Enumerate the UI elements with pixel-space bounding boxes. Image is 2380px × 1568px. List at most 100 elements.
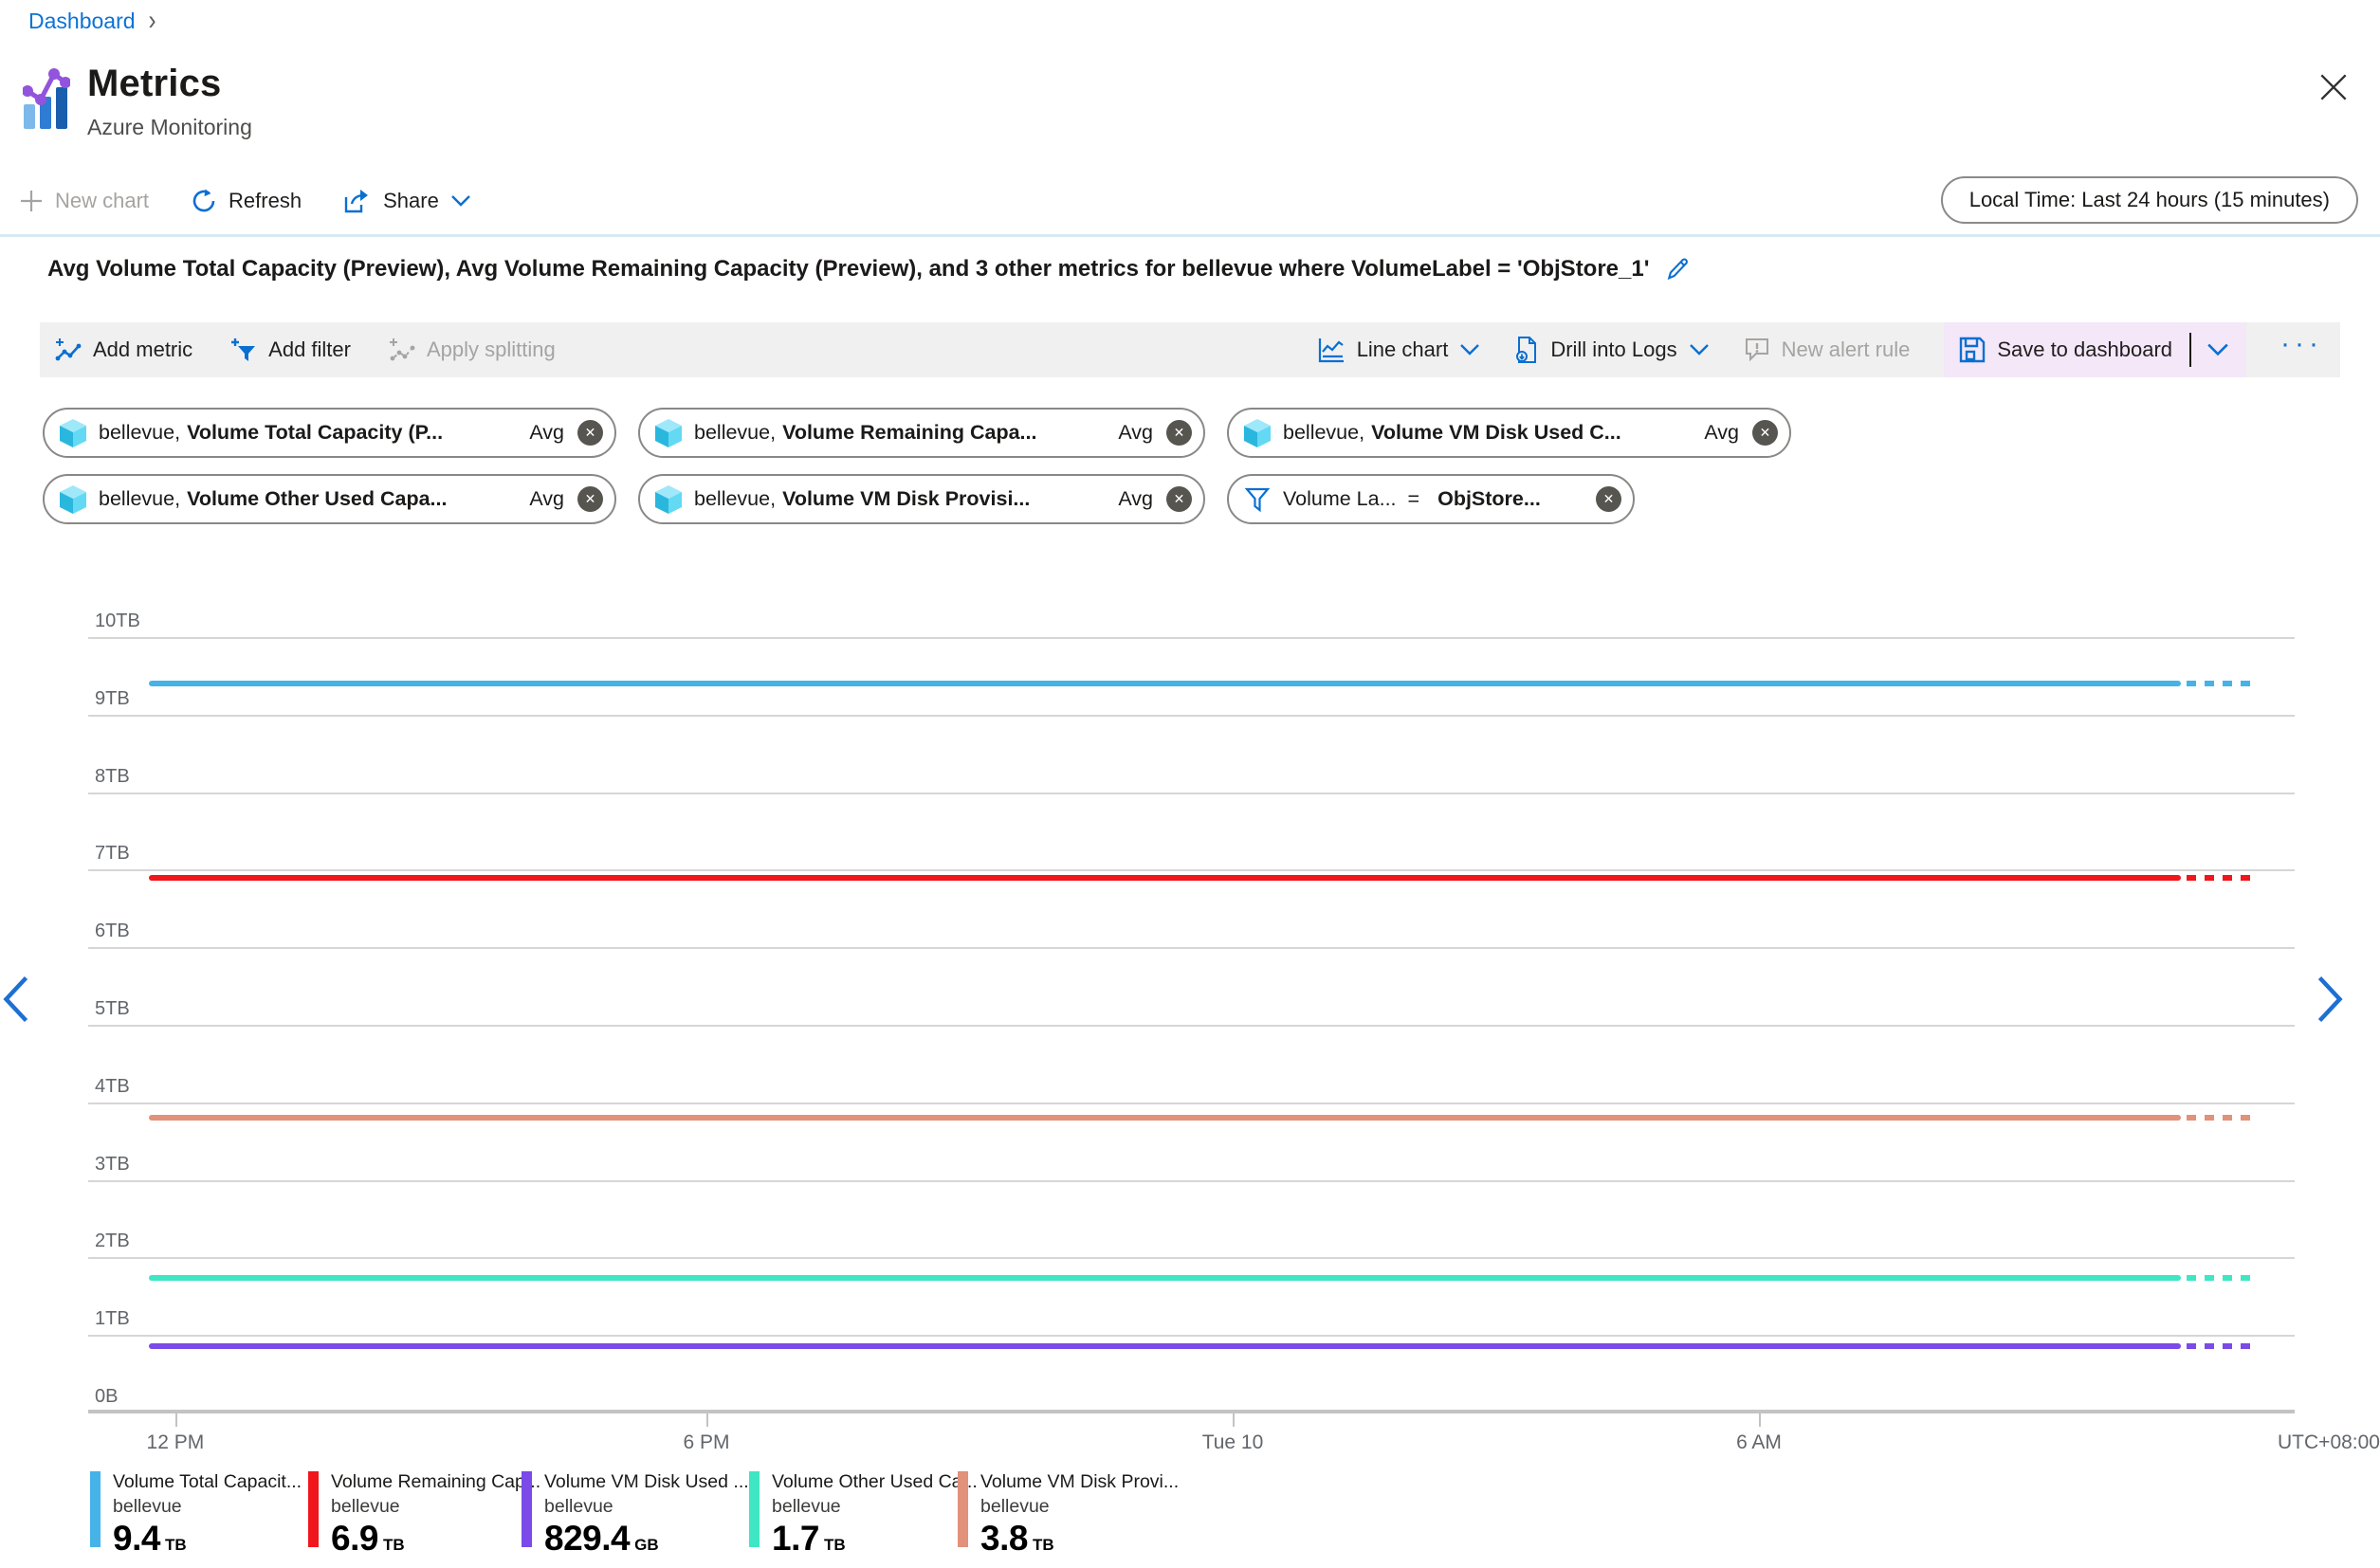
drill-into-logs-button[interactable]: Drill into Logs xyxy=(1514,336,1709,364)
chart-toolbar: Add metric Add filter Apply splitting xyxy=(40,322,2340,377)
breadcrumb: Dashboard › xyxy=(28,5,156,37)
legend-resource-name: bellevue xyxy=(772,1496,841,1517)
chart-title-row: Avg Volume Total Capacity (Preview), Avg… xyxy=(47,256,1691,283)
legend-value: 1.7 TB xyxy=(772,1519,978,1559)
new-chart-label: New chart xyxy=(55,189,150,212)
remove-pill-button[interactable]: ✕ xyxy=(1752,420,1778,446)
breadcrumb-dashboard-link[interactable]: Dashboard xyxy=(28,8,136,33)
metric-pill[interactable]: bellevue, Volume Total Capacity (P... Avg ✕ xyxy=(43,408,616,458)
legend-text: Volume VM Disk Used ... bellevue 829.4 GB xyxy=(544,1471,749,1559)
x-axis-line xyxy=(88,1410,2295,1413)
y-axis-label: 7TB xyxy=(95,843,130,865)
legend-metric-name: Volume Remaining Cap... xyxy=(331,1471,541,1492)
metrics-logo-icon xyxy=(23,68,70,129)
x-axis-label: Tue 10 xyxy=(1201,1431,1264,1453)
save-split-divider xyxy=(2189,333,2192,367)
close-icon xyxy=(2320,74,2347,100)
series-line xyxy=(149,1274,2181,1281)
legend-value-unit: TB xyxy=(823,1536,846,1554)
legend-item[interactable]: Volume Total Capacit... bellevue 9.4 TB xyxy=(90,1471,308,1559)
series-line-dashed xyxy=(2187,1115,2259,1121)
resource-cube-icon xyxy=(655,418,682,447)
edit-title-button[interactable] xyxy=(1664,256,1691,283)
pill-metric-label: Volume Total Capacity (P... xyxy=(187,421,444,444)
gridline xyxy=(88,869,2295,872)
pill-resource-label: bellevue, xyxy=(99,421,181,444)
add-metric-label: Add metric xyxy=(93,337,193,361)
time-range-button[interactable]: Local Time: Last 24 hours (15 minutes) xyxy=(1940,176,2358,224)
pill-aggregation-label: Avg xyxy=(1118,487,1153,510)
add-filter-icon xyxy=(231,338,256,361)
pill-row: bellevue, Volume Other Used Capa... Avg ✕ be… xyxy=(43,474,1791,524)
metric-pill[interactable]: bellevue, Volume VM Disk Provisi... Avg ✕ xyxy=(638,474,1205,524)
legend-item[interactable]: Volume Remaining Cap... bellevue 6.9 TB xyxy=(308,1471,540,1559)
pill-aggregation-label: Avg xyxy=(1118,421,1153,444)
chevron-down-icon xyxy=(1689,344,1709,356)
metric-pill[interactable]: bellevue, Volume Remaining Capa... Avg ✕ xyxy=(638,408,1205,458)
y-axis-label: 10TB xyxy=(95,611,140,631)
chart-legend: Volume Total Capacit... bellevue 9.4 TB Volu… xyxy=(90,1471,1179,1559)
add-metric-button[interactable]: Add metric xyxy=(55,337,192,363)
save-to-dashboard-group: Save to dashboard xyxy=(1944,322,2247,377)
legend-item[interactable]: Volume Other Used Ca... bellevue 1.7 TB xyxy=(749,1471,978,1559)
filter-pill[interactable]: Volume La... = ObjStore... ✕ xyxy=(1227,474,1635,524)
drill-into-logs-icon xyxy=(1516,337,1537,363)
apply-splitting-button[interactable]: Apply splitting xyxy=(389,337,556,363)
filter-operator: = xyxy=(1407,487,1420,510)
chevron-down-icon xyxy=(1460,344,1480,356)
more-options-button[interactable]: ··· xyxy=(2280,330,2323,365)
add-filter-button[interactable]: Add filter xyxy=(230,337,351,363)
save-options-button[interactable] xyxy=(2206,342,2229,357)
previous-chart-arrow[interactable] xyxy=(2,973,44,1026)
pill-metric-label: Volume Other Used Capa... xyxy=(187,487,448,510)
gridline xyxy=(88,947,2295,950)
x-axis-label: 6 AM xyxy=(1736,1431,1782,1453)
next-chart-arrow[interactable] xyxy=(2316,973,2357,1026)
close-button[interactable] xyxy=(2316,68,2353,106)
add-metric-icon xyxy=(55,338,82,361)
y-axis-label: 8TB xyxy=(95,765,130,787)
pill-resource-label: bellevue, xyxy=(99,487,181,510)
remove-pill-button[interactable]: ✕ xyxy=(1596,486,1621,512)
metric-pill[interactable]: bellevue, Volume Other Used Capa... Avg ✕ xyxy=(43,474,616,524)
legend-value-unit: TB xyxy=(382,1536,405,1554)
chart-plot[interactable]: 10TB 9TB 8TB 7TB 6TB 5TB 4TB 3TB 2TB 1TB 0B 12 PM 6 … xyxy=(88,611,2380,1453)
x-axis-tick xyxy=(174,1413,177,1427)
pill-aggregation-label: Avg xyxy=(529,421,564,444)
remove-pill-button[interactable]: ✕ xyxy=(1166,486,1192,512)
series-line-dashed xyxy=(2187,681,2259,687)
pill-aggregation-label: Avg xyxy=(529,487,564,510)
metric-pill[interactable]: bellevue, Volume VM Disk Used C... Avg ✕ xyxy=(1227,408,1791,458)
page-subtitle: Azure Monitoring xyxy=(87,115,252,139)
series-line xyxy=(149,1115,2181,1121)
legend-item[interactable]: Volume VM Disk Provi... bellevue 3.8 TB xyxy=(958,1471,1179,1559)
chart-type-button[interactable]: Line chart xyxy=(1317,337,1481,363)
legend-resource-name: bellevue xyxy=(980,1496,1050,1517)
new-alert-rule-button[interactable]: New alert rule xyxy=(1744,337,1910,363)
remove-pill-button[interactable]: ✕ xyxy=(577,420,603,446)
y-axis-label: 5TB xyxy=(95,998,130,1019)
add-filter-label: Add filter xyxy=(268,337,351,361)
resource-cube-icon xyxy=(60,484,86,514)
y-axis-label: 6TB xyxy=(95,921,130,942)
refresh-icon xyxy=(192,189,215,212)
refresh-button[interactable]: Refresh xyxy=(191,188,302,214)
legend-color-bar xyxy=(749,1471,760,1547)
pills-container: bellevue, Volume Total Capacity (P... Avg ✕… xyxy=(43,408,1791,524)
series-line xyxy=(149,874,2181,881)
pill-resource-label: bellevue, xyxy=(694,421,777,444)
legend-value: 6.9 TB xyxy=(331,1519,540,1559)
legend-item[interactable]: Volume VM Disk Used ... bellevue 829.4 GB xyxy=(522,1471,749,1559)
remove-pill-button[interactable]: ✕ xyxy=(577,486,603,512)
new-chart-button[interactable]: New chart xyxy=(19,189,149,213)
legend-value-unit: TB xyxy=(1032,1536,1054,1554)
legend-value-number: 1.7 xyxy=(772,1519,819,1558)
remove-pill-button[interactable]: ✕ xyxy=(1166,420,1192,446)
x-axis-label: 12 PM xyxy=(146,1431,205,1453)
x-axis-tick xyxy=(1233,1413,1235,1427)
share-button[interactable]: Share xyxy=(343,188,471,214)
series-line-dashed xyxy=(2187,1274,2259,1281)
line-chart-icon xyxy=(1318,338,1344,363)
pill-resource-label: bellevue, xyxy=(694,487,777,510)
save-to-dashboard-button[interactable]: Save to dashboard xyxy=(1959,337,2172,363)
